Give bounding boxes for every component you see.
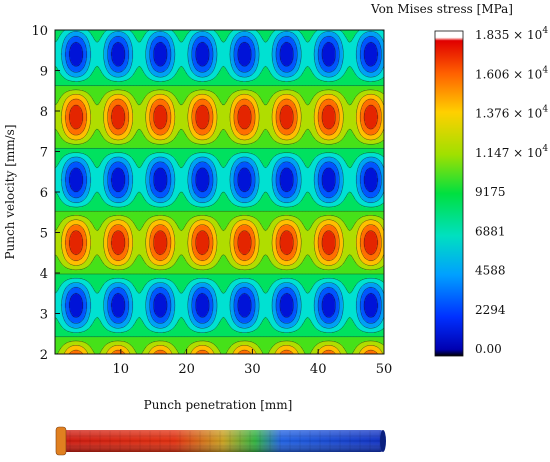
y-axis: 2 3 4 5 6 7 8 9 10 <box>31 24 60 363</box>
y-tick-label: 4 <box>40 267 48 282</box>
colorbar-label: 0.00 <box>475 342 502 356</box>
y-tick-label: 3 <box>40 308 48 323</box>
colorbar-label: 4588 <box>475 264 506 278</box>
x-tick-label: 50 <box>376 362 393 377</box>
x-tick-label: 40 <box>310 362 327 377</box>
colorbar-label: 1.835 × 104 <box>475 26 548 42</box>
x-tick-label: 20 <box>178 362 195 377</box>
colorbar-scale <box>434 30 464 357</box>
colorbar-label: 9175 <box>475 185 506 199</box>
colorbar-label: 1.376 × 104 <box>475 105 548 121</box>
y-tick-label: 8 <box>40 105 48 120</box>
colorbar-label: 6881 <box>475 224 506 238</box>
contour-plot <box>54 29 385 355</box>
y-tick-label: 5 <box>40 227 48 242</box>
x-axis: 10 20 30 40 50 <box>113 349 393 377</box>
punch-model-render <box>55 426 386 456</box>
colorbar-title: Von Mises stress [MPa] <box>370 2 513 16</box>
colorbar-label: 2294 <box>475 303 506 317</box>
y-tick-label: 10 <box>31 24 48 39</box>
punch-shading <box>62 430 384 452</box>
colorbar-label: 1.147 × 104 <box>475 144 548 160</box>
colorbar-labels: 1.835 × 104 1.606 × 104 1.376 × 104 1.147 ×… <box>475 26 548 356</box>
y-tick-label: 9 <box>40 65 48 80</box>
x-axis-title: Punch penetration [mm] <box>144 398 293 412</box>
y-tick-label: 6 <box>40 186 48 201</box>
y-axis-title: Punch velocity [mm/s] <box>3 124 17 259</box>
contour-line-set <box>54 29 385 355</box>
colorbar-label: 1.606 × 104 <box>475 65 548 81</box>
y-tick-label: 7 <box>40 146 48 161</box>
punch-tip <box>380 430 386 452</box>
y-tick-label: 2 <box>40 348 48 363</box>
contour-lines <box>54 29 385 355</box>
colorbar: Von Mises stress [MPa] 1.835 × 104 1.606 … <box>370 2 548 357</box>
x-tick-label: 30 <box>244 362 261 377</box>
stress-contour-field <box>55 30 384 354</box>
x-tick-label: 10 <box>113 362 130 377</box>
punch-head <box>55 426 67 456</box>
